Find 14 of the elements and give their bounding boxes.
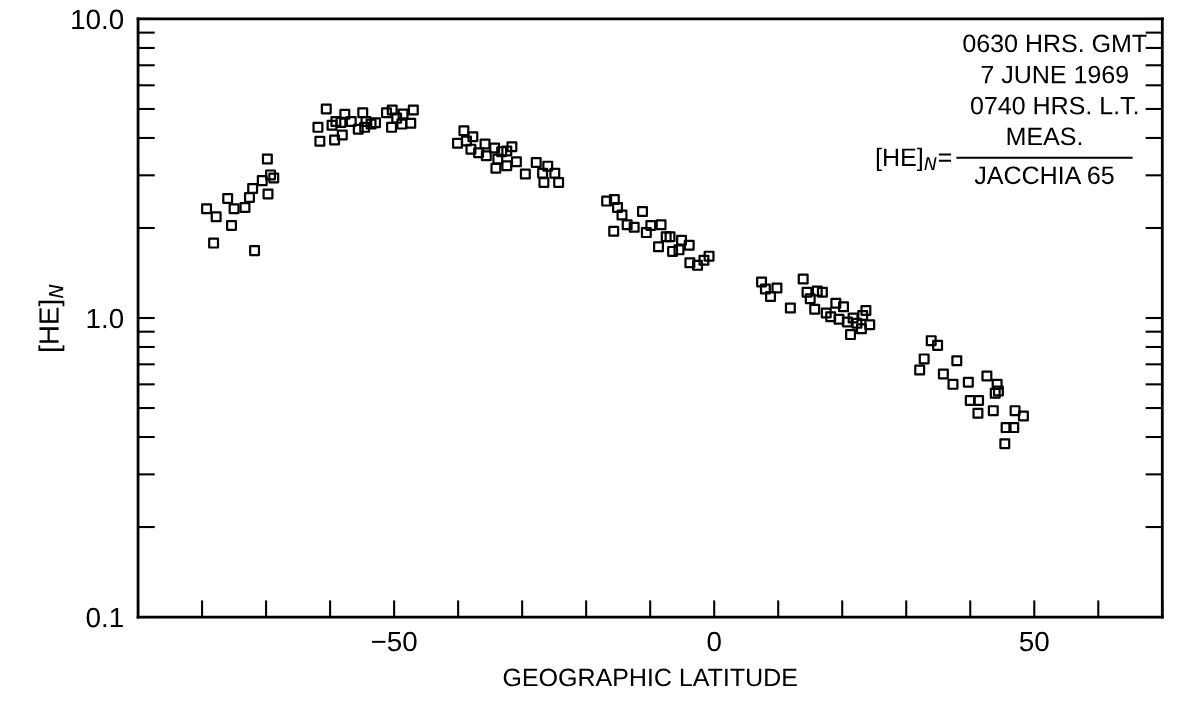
y-tick-label: 1.0 [87, 308, 124, 329]
y-axis-title: [HE]$_{N}$ [38, 284, 65, 351]
x-tick-label: −50 [371, 631, 417, 652]
annotation: 7 JUNE 1969 [981, 65, 1128, 84]
x-axis-title: GEOGRAPHIC LATITUDE [503, 668, 797, 687]
x-tick-label: 0 [707, 631, 721, 652]
annotation: [HE]$_{N}$= [876, 147, 952, 172]
y-tick-label: 0.1 [86, 607, 123, 628]
annotation: 0630 HRS. GMT [963, 34, 1147, 53]
annotation: 0740 HRS. L.T. [970, 96, 1138, 115]
annotation: JACCHIA 65 [974, 166, 1114, 185]
x-tick-label: 50 [1019, 631, 1049, 652]
annotation: MEAS. [1007, 127, 1082, 146]
y-tick-label: 10.0 [72, 9, 124, 30]
